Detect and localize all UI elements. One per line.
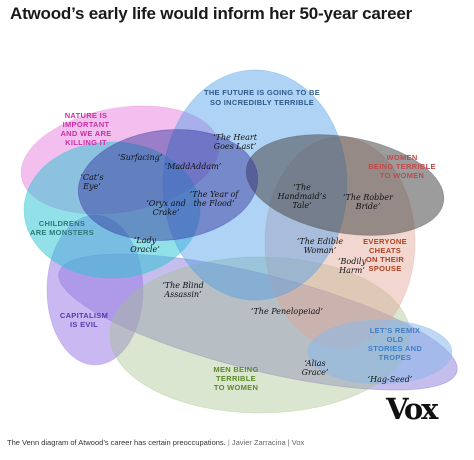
caption-credit: Javier Zarracina | Vox: [231, 438, 305, 447]
region-label-capitalism: CAPITALISM IS EVIL: [60, 311, 108, 329]
work-label: ‘MaddAddam’: [165, 162, 222, 171]
page-title: Atwood’s early life would inform her 50-…: [10, 4, 413, 23]
work-label: ‘Surfacing’: [118, 153, 163, 162]
venn-circle-remix: [307, 319, 453, 385]
figure-caption: The Venn diagram of Atwood’s career has …: [7, 438, 467, 447]
work-label: ‘Lady Oracle’: [130, 236, 160, 254]
region-label-cheats: EVERYONE CHEATS ON THEIR SPOUSE: [363, 237, 407, 273]
region-label-future: THE FUTURE IS GOING TO BE SO INCREDIBLY T…: [204, 88, 320, 107]
work-label: ‘The Robber Bride’: [343, 193, 394, 211]
work-label: ‘Bodily Harm’: [338, 257, 366, 275]
region-label-men: MEN BEING TERRIBLE TO WOMEN: [213, 365, 258, 392]
venn-circle-innerdark: [77, 129, 259, 241]
region-label-women: WOMEN BEING TERRIBLE TO WOMEN: [368, 153, 436, 180]
region-label-remix: LET’S REMIX OLD STORIES AND TROPES: [368, 326, 422, 362]
work-label: ‘The Blind Assassin’: [162, 281, 204, 299]
work-label: ‘The Year of the Flood’: [190, 190, 241, 208]
region-label-nature: NATURE IS IMPORTANT AND WE ARE KILLING IT: [60, 111, 111, 147]
work-label: ‘The Edible Woman’: [297, 237, 344, 255]
venn-circle-women: [245, 134, 445, 236]
work-label: ‘Alias Grace’: [302, 359, 329, 377]
work-label: ‘Cat’s Eye’: [80, 173, 103, 191]
caption-separator: |: [227, 438, 230, 447]
venn-circle-children: [23, 141, 201, 279]
work-label: ‘Oryx and Crake’: [146, 199, 186, 217]
region-label-children: CHILDRENS ARE MONSTERS: [30, 219, 94, 237]
vox-logo: Vox: [386, 392, 439, 426]
work-label: ‘Hag-Seed’: [368, 375, 413, 384]
work-label: ‘The Handmaid’s Tale’: [277, 183, 327, 210]
work-label: ‘The Penelopeiad’: [251, 307, 324, 316]
caption-text: The Venn diagram of Atwood’s career has …: [7, 438, 226, 447]
work-label: ‘The Heart Goes Last’: [213, 133, 258, 151]
